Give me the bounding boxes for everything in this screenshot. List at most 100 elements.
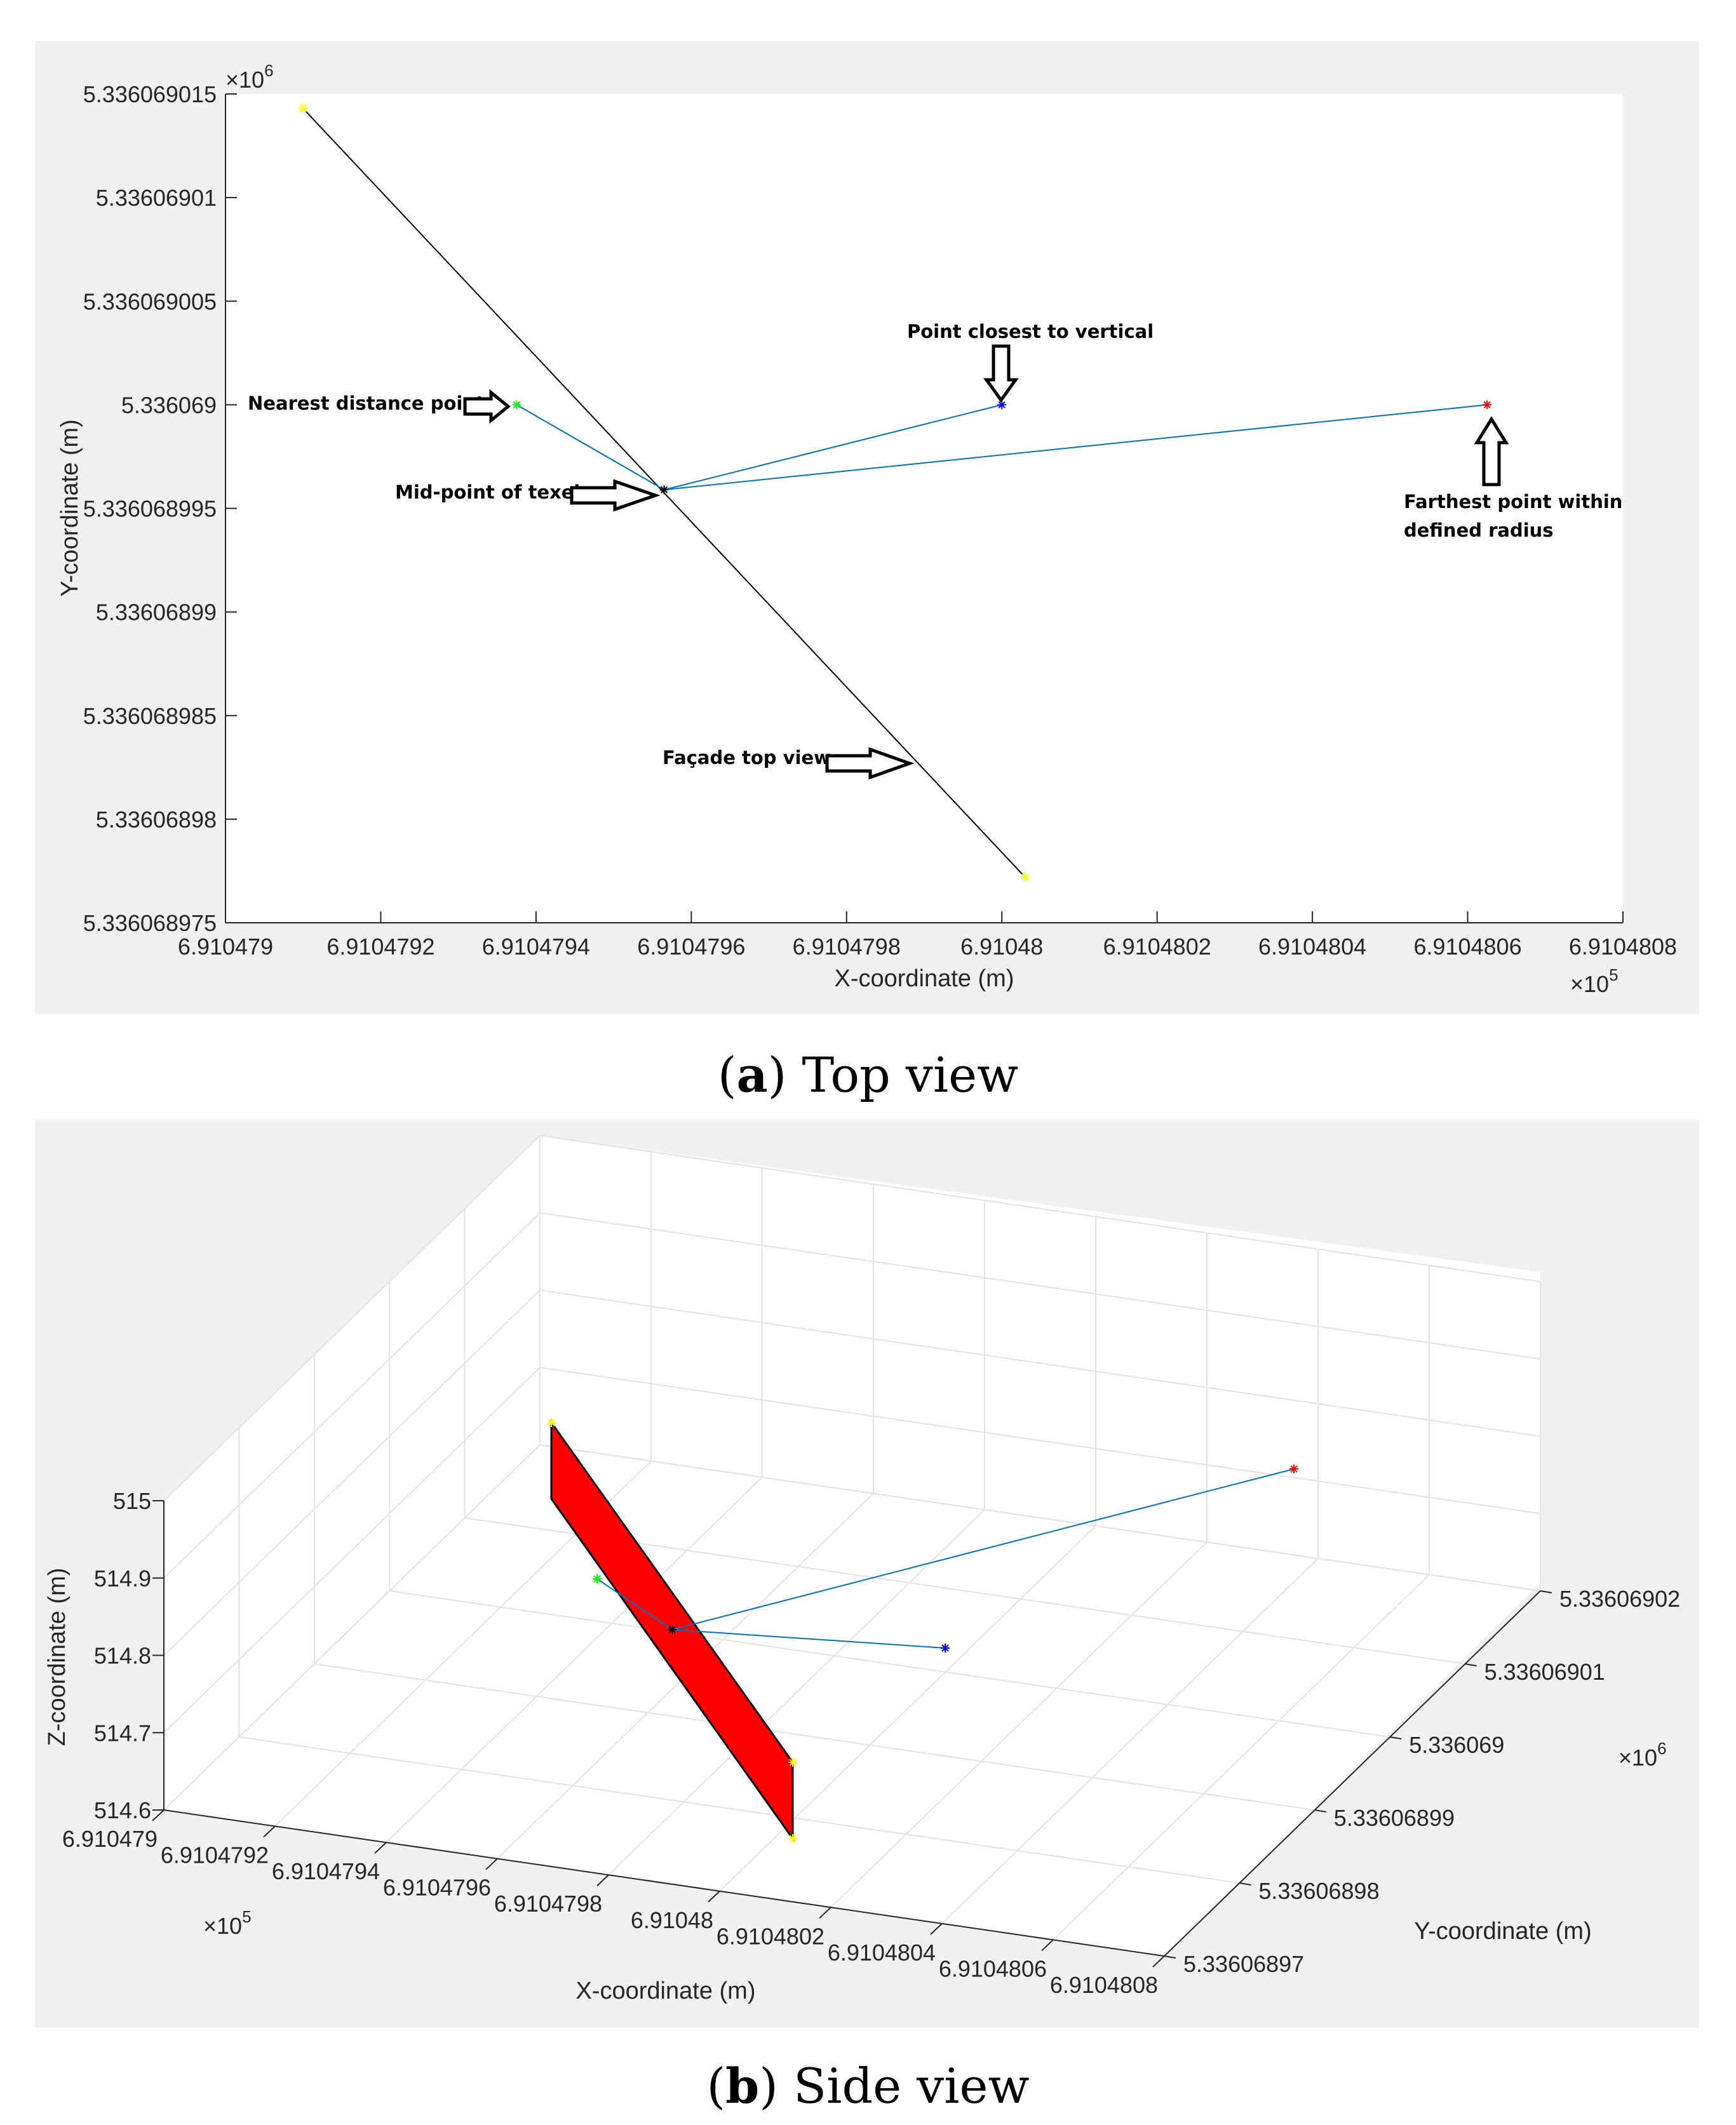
connector-3d-nearest bbox=[596, 1578, 673, 1630]
y-tick-label-a: 5.33606898 bbox=[96, 807, 217, 833]
y-axis-label-b: Y-coordinate (m) bbox=[1414, 1918, 1592, 1945]
x-tick-b bbox=[1041, 1939, 1054, 1952]
grid-back-z bbox=[539, 1367, 1541, 1515]
arrow-nearest-icon bbox=[463, 389, 511, 424]
point-vertical bbox=[997, 400, 1007, 410]
x-exponent-a: ×105 bbox=[1570, 965, 1618, 997]
annotation-nearest: Nearest distance point bbox=[248, 392, 485, 414]
arrow-facade-icon bbox=[825, 747, 915, 780]
point-farthest bbox=[1483, 400, 1492, 410]
point-3d-farthest bbox=[1289, 1465, 1298, 1473]
y-tick-label-b: 5.33606902 bbox=[1559, 1586, 1680, 1612]
y-tick-label-a: 5.336069005 bbox=[83, 288, 217, 314]
grid-back-z bbox=[539, 1289, 1541, 1437]
y-tick-b bbox=[1465, 1663, 1477, 1666]
y-tick-b bbox=[1164, 1955, 1176, 1959]
z-tick-label-b: 514.8 bbox=[94, 1643, 151, 1669]
point-nearest bbox=[512, 400, 521, 410]
x-tick-label-a: 6.9104804 bbox=[1258, 934, 1366, 960]
connector-3d-vertical bbox=[671, 1629, 946, 1649]
arrow-vertical-icon bbox=[983, 344, 1019, 403]
grid-left-z bbox=[163, 1212, 541, 1579]
facade-corner-marker bbox=[788, 1758, 797, 1767]
point-nearest-stroke bbox=[513, 401, 520, 408]
x-tick-label-a: 6.9104792 bbox=[326, 934, 434, 960]
point-3d-nearest bbox=[593, 1574, 602, 1583]
facade-endpoint-marker bbox=[299, 104, 308, 113]
y-tick-label-b: 5.33606899 bbox=[1334, 1805, 1455, 1831]
grid-floor-y bbox=[314, 1663, 1315, 1811]
y-tick-label-a: 5.336068995 bbox=[83, 496, 217, 522]
z-axis-label-b: Z-coordinate (m) bbox=[44, 1568, 71, 1746]
grid-floor-y bbox=[239, 1736, 1240, 1884]
x-tick-b bbox=[708, 1891, 720, 1903]
grid-back-z bbox=[539, 1212, 1541, 1360]
arrow-midpoint-icon bbox=[570, 479, 661, 512]
grid-left-z bbox=[163, 1367, 541, 1733]
y-tick-b bbox=[1540, 1590, 1552, 1593]
facade-endpoint-marker-stroke bbox=[299, 105, 307, 112]
grid-floor-x bbox=[719, 1525, 1096, 1892]
x-tick-b bbox=[1152, 1955, 1165, 1967]
grid-floor-y bbox=[389, 1590, 1390, 1738]
grid-back-z bbox=[539, 1444, 1541, 1592]
grid-floor-x bbox=[608, 1509, 985, 1875]
grid-left-z bbox=[163, 1135, 541, 1501]
x-tick-label-a: 6.9104808 bbox=[1569, 934, 1677, 960]
x-tick-label-b: 6.9104796 bbox=[383, 1875, 491, 1901]
y-exponent-b: ×106 bbox=[1618, 1739, 1667, 1771]
x-tick-b bbox=[152, 1809, 165, 1821]
point-3d-midpoint bbox=[668, 1625, 676, 1634]
annotation-midpoint: Mid-point of texel bbox=[395, 481, 580, 503]
facade-corner-marker-stroke bbox=[789, 1835, 797, 1842]
x-tick-b bbox=[819, 1907, 831, 1919]
grid-floor-x bbox=[941, 1558, 1319, 1924]
grid-left-z bbox=[163, 1444, 541, 1811]
z-tick-label-b: 514.9 bbox=[94, 1565, 151, 1592]
z-tick-label-b: 514.6 bbox=[94, 1797, 151, 1823]
annotation-vertical: Point closest to vertical bbox=[907, 321, 1154, 342]
caption-a: (a) Top view bbox=[717, 1047, 1019, 1103]
x-tick-label-b: 6.9104792 bbox=[161, 1842, 269, 1868]
x-tick-label-b: 6.9104806 bbox=[939, 1955, 1047, 1981]
grid-floor-x bbox=[386, 1477, 763, 1843]
x-axis-label-a: X-coordinate (m) bbox=[835, 965, 1014, 992]
x-tick-b bbox=[374, 1842, 387, 1854]
y-tick-label-a: 5.336069015 bbox=[83, 81, 217, 107]
y-tick-label-a: 5.33606901 bbox=[96, 185, 217, 211]
x-tick-label-b: 6.9104802 bbox=[717, 1923, 824, 1949]
y-tick-label-a: 5.33606899 bbox=[96, 600, 217, 626]
x-exponent-b: ×105 bbox=[203, 1907, 252, 1939]
x-tick-b bbox=[930, 1923, 943, 1935]
annotation-farthest-line1: Farthest point within bbox=[1404, 491, 1622, 513]
y-tick-label-b: 5.33606897 bbox=[1183, 1951, 1304, 1977]
connector-3d-farthest bbox=[671, 1468, 1295, 1630]
x-tick-b bbox=[485, 1858, 498, 1870]
x-tick-label-a: 6.910479 bbox=[178, 934, 273, 960]
connector-vertical bbox=[664, 404, 1002, 491]
y-tick-label-a: 5.336068985 bbox=[83, 703, 217, 729]
grid-floor-x bbox=[1053, 1574, 1430, 1941]
x-tick-label-b: 6.910479 bbox=[62, 1826, 158, 1852]
plot-area-a bbox=[225, 94, 1623, 923]
arrow-farthest-icon bbox=[1474, 416, 1509, 486]
y-axis-label-a: Y-coordinate (m) bbox=[57, 419, 83, 597]
y-tick-b bbox=[1390, 1736, 1402, 1740]
grid-floor-x bbox=[830, 1541, 1208, 1908]
x-tick-label-b: 6.9104794 bbox=[272, 1858, 380, 1884]
caption-b: (b) Side view bbox=[706, 2058, 1030, 2114]
x-tick-label-a: 6.91048 bbox=[960, 934, 1043, 960]
y-tick-b bbox=[1239, 1882, 1251, 1886]
point-3d-nearest-stroke bbox=[593, 1575, 601, 1583]
grid-back-z bbox=[539, 1135, 1541, 1282]
floor bbox=[164, 1446, 1540, 1956]
point-3d-vertical-stroke bbox=[941, 1644, 949, 1652]
y-tick-label-b: 5.33606898 bbox=[1258, 1878, 1379, 1904]
back-wall-xz bbox=[540, 1136, 1540, 1583]
x-tick-label-a: 6.9104802 bbox=[1103, 934, 1211, 960]
x-tick-label-a: 6.9104806 bbox=[1413, 934, 1521, 960]
connector-farthest bbox=[664, 404, 1488, 491]
x-tick-label-b: 6.9104808 bbox=[1050, 1972, 1158, 1998]
facade-corner-marker-stroke bbox=[789, 1759, 797, 1766]
